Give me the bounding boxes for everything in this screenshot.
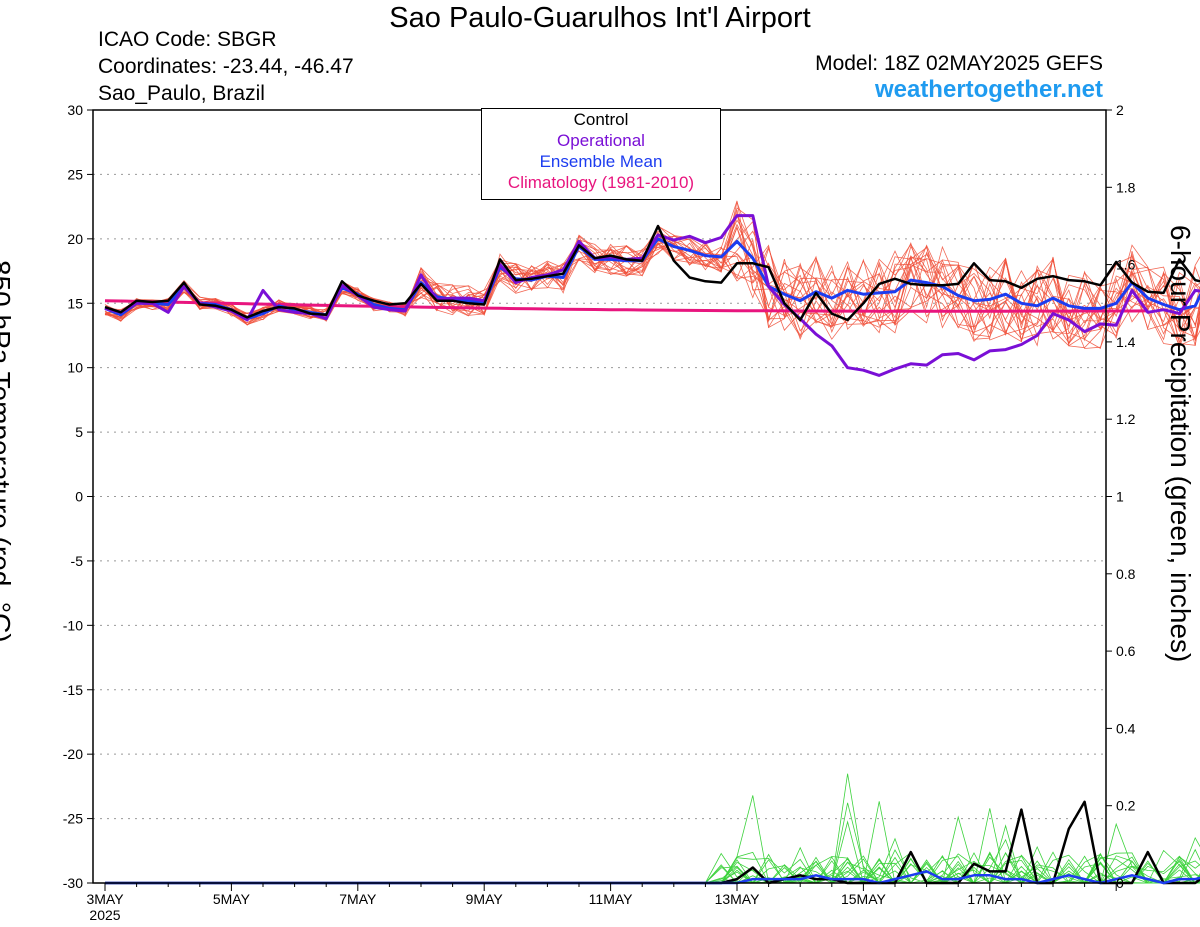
tick-label-x: 15MAY [841,891,887,907]
tick-label-y-left: -5 [71,553,84,569]
tick-label-y-left: -25 [63,811,83,827]
chart-title: Sao Paulo-Guarulhos Int'l Airport [389,2,811,34]
coordinates: Coordinates: -23.44, -46.47 [98,55,354,78]
legend-ensemble-mean: Ensemble Mean [539,152,663,171]
legend: Control Operational Ensemble Mean Climat… [481,108,721,200]
tick-label-y-right: 1.2 [1116,411,1136,427]
temp-member-line [104,224,1200,349]
tick-label-x: 13MAY [715,891,761,907]
tick-label-year: 2025 [89,907,120,923]
tick-label-y-left: 30 [67,102,83,118]
tick-label-y-right: 1 [1116,489,1124,505]
temp-member-line [104,214,1200,340]
y-axis-right-label: 6-hour Precipitation (green, inches) [1165,225,1196,663]
brand-link[interactable]: weathertogether.net [874,76,1103,103]
tick-label-y-right: 0.4 [1116,720,1136,736]
tick-label-x: 17MAY [967,891,1013,907]
tick-label-y-right: 0.8 [1116,566,1136,582]
model-run: Model: 18Z 02MAY2025 GEFS [815,52,1103,75]
tick-label-x: 3MAY [86,891,124,907]
legend-climatology: Climatology (1981-2010) [507,173,695,192]
tick-label-y-right: 1.4 [1116,334,1136,350]
main-series [104,214,1200,885]
tick-label-y-right: 2 [1116,102,1124,118]
legend-operational: Operational [557,131,645,150]
tick-label-x: 9MAY [466,891,504,907]
location: Sao_Paulo, Brazil [98,82,265,105]
tick-label-y-left: -30 [63,875,83,891]
axes: 302520151050-5-10-15-20-25-3021.81.61.41… [63,102,1136,923]
tick-label-y-left: 25 [67,166,83,182]
tick-label-y-left: -15 [63,682,83,698]
temp-member-line [104,219,1200,345]
tick-label-y-right: 0.6 [1116,643,1136,659]
tick-label-y-left: 5 [75,424,83,440]
tick-label-x: 11MAY [589,891,633,907]
tick-label-x: 7MAY [339,891,377,907]
tick-label-x: 5MAY [213,891,251,907]
tick-label-y-left: -10 [63,617,83,633]
tick-label-y-left: -20 [63,746,83,762]
legend-control: Control [573,110,629,129]
temp-member-line [104,235,1200,347]
tick-label-y-right: 1.6 [1116,257,1136,273]
icao-code: ICAO Code: SBGR [98,28,277,51]
y-axis-left-label: 850 hPa Temperature (red, °C) [0,260,16,643]
tick-label-y-right: 0 [1116,875,1124,891]
precip-control-line [105,800,1200,885]
tick-label-y-left: 15 [67,295,83,311]
tick-label-y-right: 1.8 [1116,179,1136,195]
tick-label-y-left: 20 [67,231,83,247]
tick-label-y-left: 10 [67,360,83,376]
tick-label-y-left: 0 [75,489,83,505]
tick-label-y-right: 0.2 [1116,798,1136,814]
temp-member-line [104,212,1200,343]
